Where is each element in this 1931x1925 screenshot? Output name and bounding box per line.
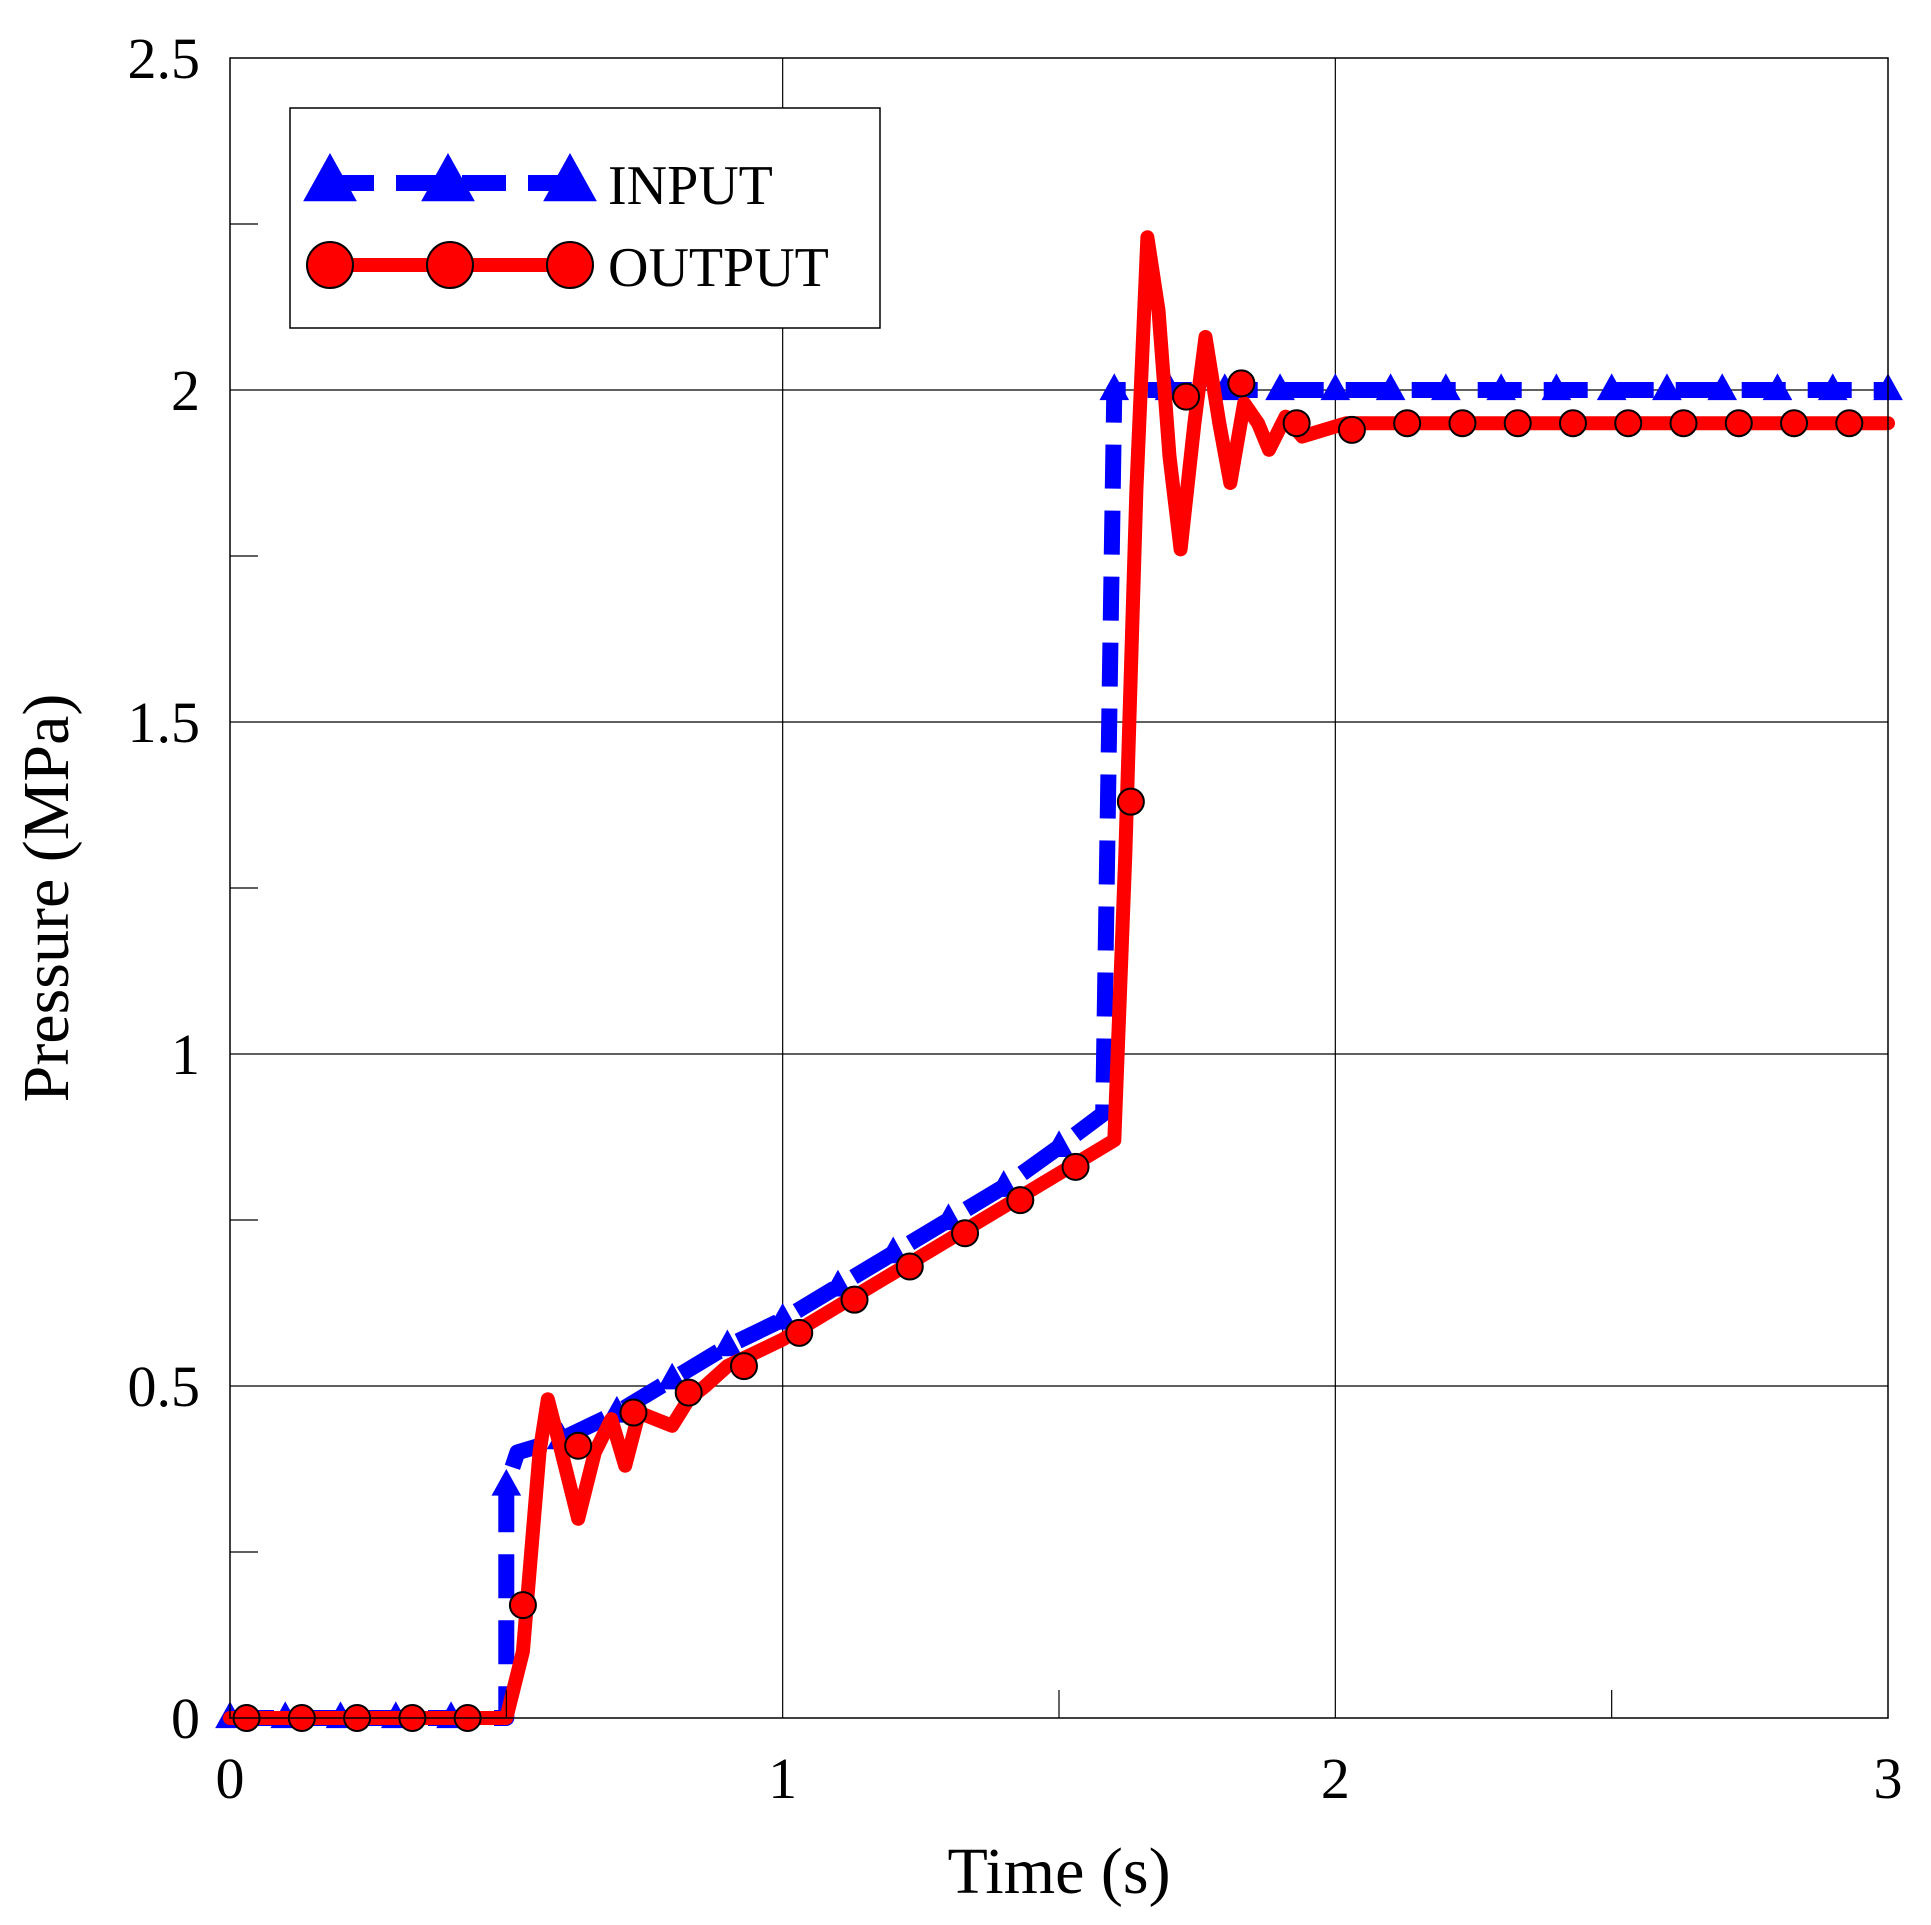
output-marker	[508, 1591, 537, 1620]
y-axis-label: Pressure (MPa)	[10, 694, 83, 1103]
x-axis-label: Time (s)	[947, 1835, 1170, 1908]
grid	[230, 58, 1888, 1718]
legend-label-output: OUTPUT	[608, 237, 829, 299]
output-marker	[1116, 787, 1145, 816]
input-marker	[1486, 373, 1516, 401]
legend: INPUT OUTPUT	[289, 107, 881, 329]
input-marker	[1596, 373, 1627, 401]
y-tick-label: 0.5	[128, 1354, 201, 1419]
output-marker	[1614, 409, 1643, 438]
legend-output-marker	[426, 241, 474, 289]
input-marker	[1541, 373, 1572, 401]
series-layer	[215, 230, 1903, 1732]
legend-output-marker	[306, 241, 354, 289]
input-marker	[1431, 373, 1461, 401]
output-marker	[951, 1219, 980, 1248]
legend-box	[289, 107, 881, 329]
legend-input-marker	[543, 152, 597, 202]
tick-labels: 0 1 2 3 0 0.5 1 1.5 2 2.5	[128, 26, 1903, 1811]
output-marker	[1503, 409, 1532, 438]
output-marker	[785, 1318, 814, 1347]
output-marker	[1006, 1186, 1035, 1215]
legend-input-marker	[421, 152, 475, 202]
input-marker	[1044, 1130, 1074, 1158]
output-marker	[1337, 415, 1366, 444]
legend-input-marker	[303, 152, 357, 202]
output-marker	[1669, 409, 1698, 438]
output-line	[223, 230, 1895, 1725]
input-marker	[1817, 373, 1848, 401]
axis-ticks	[230, 223, 1613, 1718]
input-marker	[1265, 373, 1295, 401]
output-marker	[1780, 409, 1809, 438]
output-marker	[619, 1398, 648, 1427]
output-marker	[840, 1285, 869, 1314]
legend-item-input	[303, 152, 597, 202]
y-tick-label: 2	[171, 358, 200, 423]
input-marker	[1375, 373, 1406, 401]
output-marker	[1835, 409, 1864, 438]
output-marker	[1724, 409, 1753, 438]
output-series	[223, 230, 1895, 1732]
input-series	[215, 373, 1903, 1729]
x-tick-label: 0	[216, 1746, 245, 1811]
y-tick-label: 1	[171, 1022, 200, 1087]
input-line	[230, 382, 1888, 1726]
output-marker	[1172, 382, 1201, 411]
input-marker	[491, 1468, 522, 1496]
output-marker	[1558, 409, 1587, 438]
output-marker	[564, 1431, 593, 1460]
input-marker	[1762, 373, 1793, 401]
output-marker	[1282, 409, 1311, 438]
input-marker	[1652, 373, 1682, 401]
output-marker	[1061, 1152, 1090, 1181]
x-tick-label: 3	[1874, 1746, 1903, 1811]
legend-label-input: INPUT	[608, 155, 773, 217]
legend-output-marker	[546, 241, 594, 289]
input-marker	[1707, 373, 1738, 401]
output-marker	[895, 1252, 924, 1281]
output-marker	[674, 1378, 703, 1407]
output-marker	[1448, 409, 1477, 438]
legend-item-output	[306, 241, 594, 289]
output-marker	[729, 1352, 758, 1381]
x-tick-label: 1	[768, 1746, 797, 1811]
output-marker	[1393, 409, 1422, 438]
input-marker	[1320, 373, 1351, 401]
y-tick-label: 0	[171, 1686, 200, 1751]
input-marker	[1099, 373, 1130, 401]
x-tick-label: 2	[1321, 1746, 1350, 1811]
y-tick-label: 1.5	[128, 690, 201, 755]
input-marker	[712, 1329, 743, 1357]
y-tick-label: 2.5	[128, 26, 201, 91]
output-marker	[1227, 369, 1256, 398]
